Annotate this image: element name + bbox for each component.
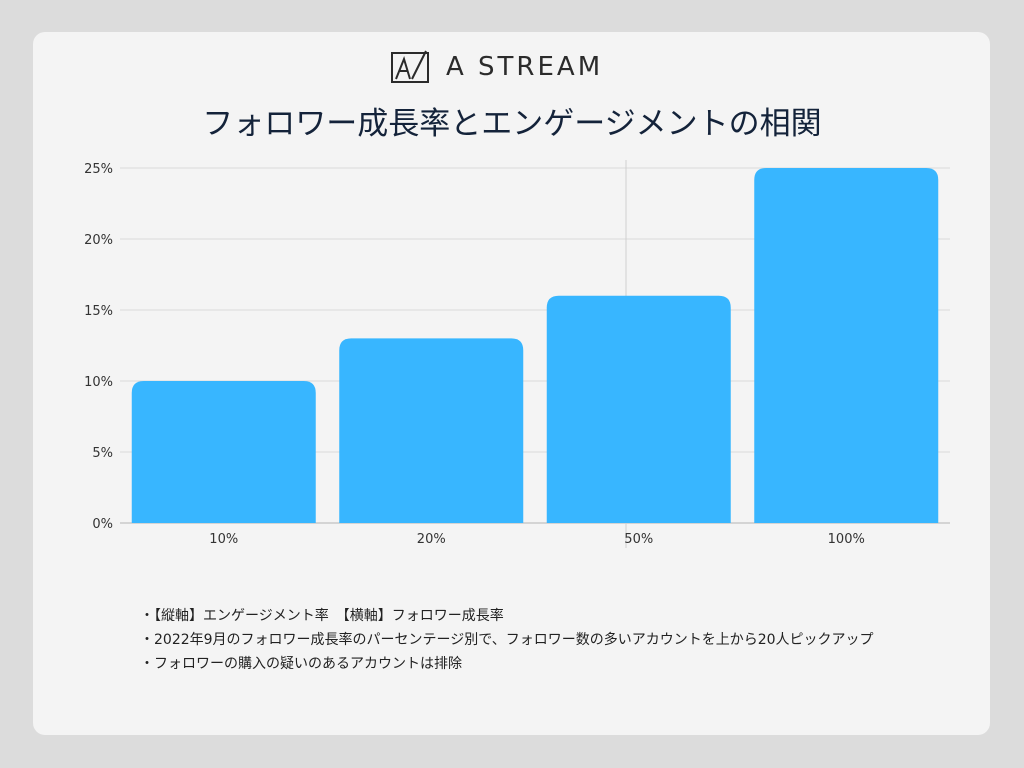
y-tick-label: 10%: [84, 375, 113, 390]
chart-title: フォロワー成長率とエンゲージメントの相関: [202, 106, 822, 142]
brand-name: A STREAM: [446, 52, 604, 82]
y-tick-label: 0%: [92, 517, 113, 532]
y-tick-label: 25%: [84, 162, 113, 177]
x-tick-label: 20%: [417, 532, 446, 547]
y-tick-label: 15%: [84, 304, 113, 319]
brand-logo-icon: [391, 50, 429, 83]
bar: [754, 168, 939, 523]
x-tick-label: 100%: [828, 532, 865, 547]
note-method: ・2022年9月のフォロワー成長率のパーセンテージ別で、フォロワー数の多いアカウ…: [140, 632, 874, 648]
bar: [339, 338, 524, 523]
bar: [131, 381, 316, 523]
note-exclusion: ・フォロワーの購入の疑いのあるアカウントは排除: [140, 656, 462, 672]
brand-logo: A STREAM: [390, 48, 603, 86]
bar-chart: 0% 5% 10% 15% 20% 25% 10% 20% 50% 100%: [84, 160, 950, 548]
note-axes: ・【縦軸】エンゲージメント率 【横軸】フォロワー成長率: [140, 608, 504, 624]
y-tick-label: 5%: [92, 446, 113, 461]
x-tick-label: 10%: [209, 532, 238, 547]
y-tick-label: 20%: [84, 233, 113, 248]
chart-notes: ・【縦軸】エンゲージメント率 【横軸】フォロワー成長率 ・2022年9月のフォロ…: [140, 604, 874, 676]
bar: [546, 295, 731, 523]
x-tick-label: 50%: [624, 532, 653, 547]
